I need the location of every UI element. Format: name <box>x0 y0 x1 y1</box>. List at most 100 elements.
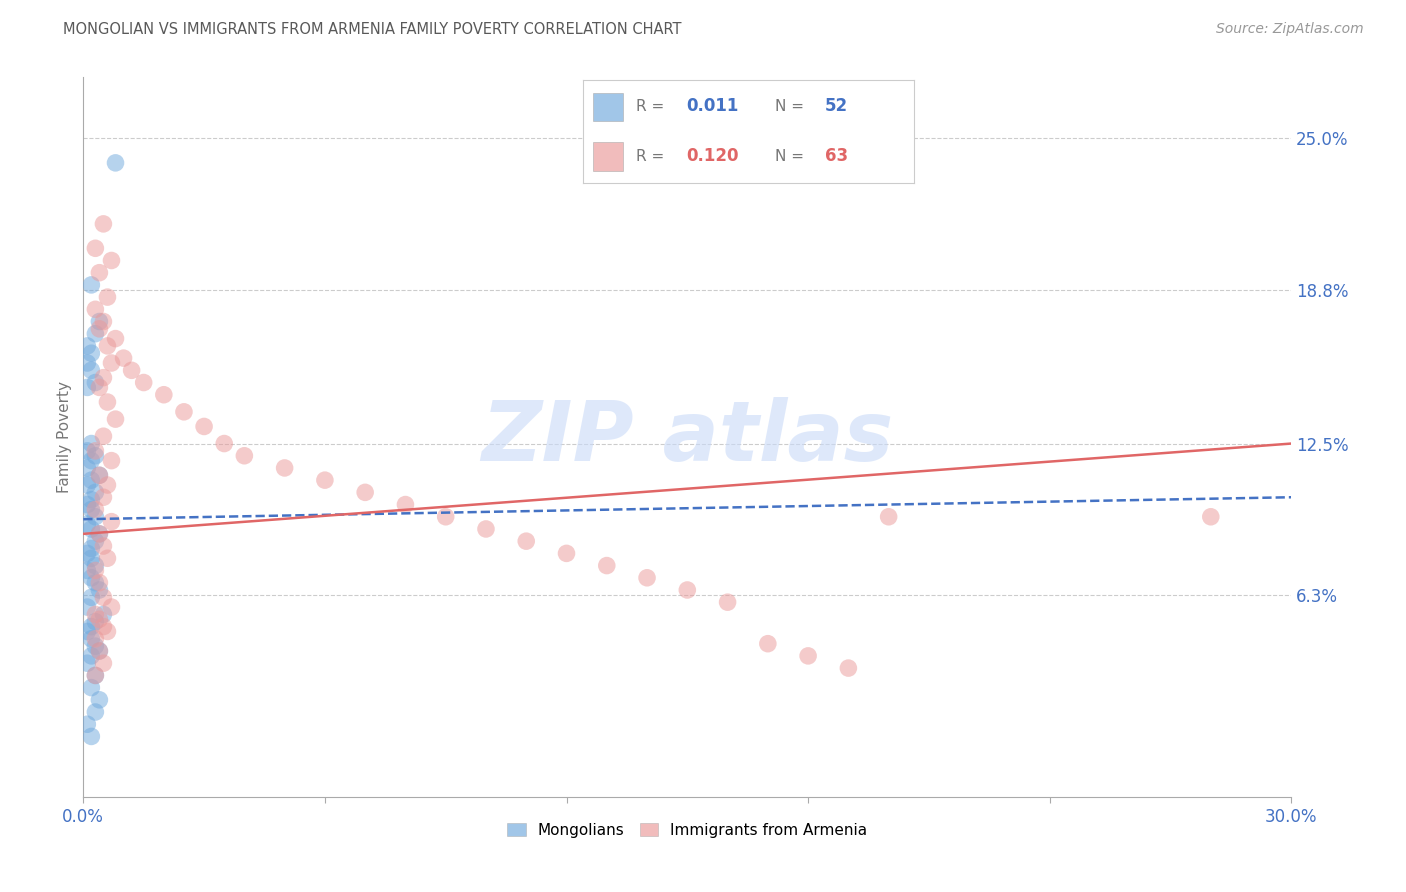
Point <box>84 449 107 463</box>
Point <box>76 546 98 560</box>
Text: ZIP atlas: ZIP atlas <box>481 397 893 478</box>
Point <box>76 380 98 394</box>
Point <box>84 705 107 719</box>
Point <box>676 582 699 597</box>
Point <box>93 657 115 671</box>
Point <box>756 637 779 651</box>
Text: MONGOLIAN VS IMMIGRANTS FROM ARMENIA FAMILY POVERTY CORRELATION CHART: MONGOLIAN VS IMMIGRANTS FROM ARMENIA FAM… <box>63 22 682 37</box>
Point <box>80 619 103 633</box>
Point <box>84 632 107 646</box>
Point <box>76 443 98 458</box>
Point <box>89 468 111 483</box>
Point <box>212 436 235 450</box>
Point <box>104 332 127 346</box>
Text: 0.011: 0.011 <box>686 97 738 115</box>
Point <box>153 388 176 402</box>
Point <box>76 657 98 671</box>
Point <box>84 376 107 390</box>
Point <box>80 591 103 605</box>
Point <box>797 648 820 663</box>
Point <box>93 539 115 553</box>
Point <box>100 453 122 467</box>
Point <box>84 534 107 549</box>
Point <box>84 639 107 653</box>
Point <box>84 575 107 590</box>
Point <box>84 485 107 500</box>
Point <box>89 322 111 336</box>
Point <box>89 266 111 280</box>
Point <box>89 468 111 483</box>
Point <box>80 730 103 744</box>
Point <box>84 302 107 317</box>
Point <box>100 600 122 615</box>
Point <box>104 412 127 426</box>
Point <box>84 326 107 341</box>
Point <box>112 351 135 365</box>
Point <box>89 526 111 541</box>
Point <box>89 526 111 541</box>
Point <box>84 502 107 516</box>
Point <box>93 429 115 443</box>
Point <box>1199 509 1222 524</box>
Point <box>96 551 118 566</box>
Point <box>93 490 115 504</box>
Point <box>89 644 111 658</box>
Point <box>80 551 103 566</box>
Text: N =: N = <box>775 99 804 114</box>
Point <box>84 668 107 682</box>
Point <box>93 314 115 328</box>
Point <box>80 571 103 585</box>
Point <box>96 290 118 304</box>
Point <box>89 575 111 590</box>
Point <box>76 498 98 512</box>
Point <box>76 600 98 615</box>
Point <box>100 515 122 529</box>
Point <box>80 502 103 516</box>
Point <box>89 582 111 597</box>
Point <box>314 473 336 487</box>
Point <box>555 546 578 560</box>
Point <box>76 517 98 532</box>
Point <box>80 522 103 536</box>
Point <box>80 346 103 360</box>
Point <box>193 419 215 434</box>
Text: 52: 52 <box>825 97 848 115</box>
Point <box>394 498 416 512</box>
Point <box>84 615 107 629</box>
Point <box>76 356 98 370</box>
Point <box>80 363 103 377</box>
Point <box>93 370 115 384</box>
Point <box>93 607 115 622</box>
Point <box>434 509 457 524</box>
Point <box>89 314 111 328</box>
Point <box>877 509 900 524</box>
Point <box>515 534 537 549</box>
Point <box>84 607 107 622</box>
Point <box>233 449 256 463</box>
Point <box>84 668 107 682</box>
Point <box>132 376 155 390</box>
Point <box>76 339 98 353</box>
Point <box>80 277 103 292</box>
Point <box>96 339 118 353</box>
Point <box>96 478 118 492</box>
Text: R =: R = <box>637 99 665 114</box>
Point <box>76 624 98 639</box>
Point <box>89 693 111 707</box>
Point <box>84 443 107 458</box>
Point <box>96 395 118 409</box>
Point <box>76 461 98 475</box>
Point <box>173 405 195 419</box>
Point <box>84 564 107 578</box>
Point <box>273 461 295 475</box>
Point <box>89 644 111 658</box>
Point <box>354 485 377 500</box>
Point <box>76 717 98 731</box>
Point <box>93 619 115 633</box>
Y-axis label: Family Poverty: Family Poverty <box>58 382 72 493</box>
Point <box>475 522 498 536</box>
Text: N =: N = <box>775 149 804 164</box>
Point <box>84 558 107 573</box>
Point <box>80 453 103 467</box>
Point <box>80 436 103 450</box>
